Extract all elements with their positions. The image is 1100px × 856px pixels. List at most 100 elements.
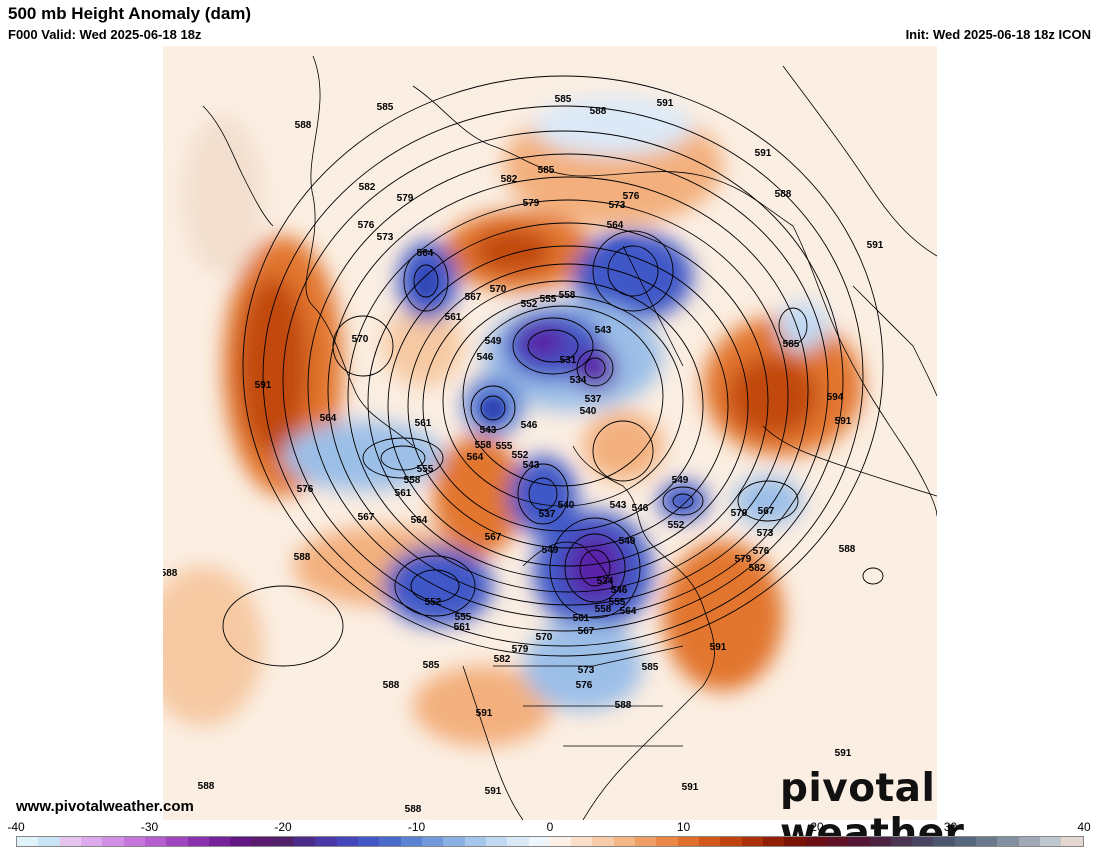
contour-label: 573 xyxy=(757,528,774,539)
contour-label: 555 xyxy=(455,612,472,623)
colorbar-swatch xyxy=(400,837,422,846)
colorbar-tick-label: 0 xyxy=(546,820,554,834)
contour-label: 555 xyxy=(417,464,434,475)
contour-label: 549 xyxy=(672,475,689,486)
colorbar-swatch xyxy=(656,837,678,846)
colorbar-swatch xyxy=(443,837,465,846)
contour-label: 564 xyxy=(320,413,337,424)
contour-label: 534 xyxy=(597,576,614,587)
colorbar-swatch xyxy=(315,837,337,846)
contour-label: 591 xyxy=(835,416,852,427)
colorbar-swatch xyxy=(762,837,785,846)
colorbar-tick-label: -10 xyxy=(407,820,426,834)
contour-label: 558 xyxy=(595,604,612,615)
colorbar-swatch xyxy=(272,837,295,846)
contour-label: 552 xyxy=(521,299,538,310)
colorbar-swatch xyxy=(592,837,614,846)
contour-label: 558 xyxy=(404,475,421,486)
colorbar-swatch xyxy=(933,837,955,846)
contour-label: 570 xyxy=(731,508,748,519)
contour-label: 567 xyxy=(485,532,502,543)
contour-label: 582 xyxy=(494,654,511,665)
colorbar-swatch xyxy=(336,837,358,846)
contour-label: 570 xyxy=(490,284,507,295)
colorbar-tick-label: 10 xyxy=(676,820,691,834)
contour-label: 576 xyxy=(297,484,314,495)
colorbar-swatch xyxy=(59,837,81,846)
contour-label: 543 xyxy=(480,425,497,436)
contour-label: 585 xyxy=(642,662,659,673)
colorbar-swatch xyxy=(613,837,636,846)
colorbar-swatch xyxy=(507,837,529,846)
contour-label: 570 xyxy=(352,334,369,345)
colorbar-swatch xyxy=(358,837,380,846)
contour-label: 567 xyxy=(758,506,775,517)
colorbar-swatch xyxy=(208,837,231,846)
contour-label: 558 xyxy=(559,290,576,301)
contour-label: 588 xyxy=(383,680,400,691)
chart-title: 500 mb Height Anomaly (dam) xyxy=(8,4,252,23)
contour-label: 588 xyxy=(775,189,792,200)
colorbar-swatch xyxy=(379,837,401,846)
contour-label: 537 xyxy=(539,509,556,520)
colorbar xyxy=(16,836,1084,847)
colorbar-swatch xyxy=(848,837,870,846)
contour-label: 540 xyxy=(580,406,597,417)
contour-label: 549 xyxy=(485,336,502,347)
coastlines xyxy=(202,55,937,820)
contour-label: 588 xyxy=(839,544,856,555)
contour-label: 591 xyxy=(755,148,772,159)
contour-label: 591 xyxy=(710,642,727,653)
colorbar-swatch xyxy=(571,837,593,846)
contour-label: 585 xyxy=(377,102,394,113)
colorbar-swatch xyxy=(80,837,103,846)
contour-label: 591 xyxy=(476,708,493,719)
contour-label: 561 xyxy=(445,312,462,323)
colorbar-tick-label: -20 xyxy=(274,820,292,834)
contour-label: 585 xyxy=(555,94,572,105)
contour-label: 564 xyxy=(607,220,624,231)
colorbar-swatch xyxy=(102,837,124,846)
contour-label: 540 xyxy=(558,500,575,511)
colorbar-swatch xyxy=(17,837,39,846)
contour-label: 588 xyxy=(590,106,607,117)
colorbar-swatch xyxy=(251,837,273,846)
contour-label: 567 xyxy=(465,292,482,303)
website-link[interactable]: www.pivotalweather.com xyxy=(16,798,194,815)
colorbar-swatch xyxy=(421,837,444,846)
colorbar-tick-label: 20 xyxy=(810,820,824,834)
anomaly-map[interactable]: 585 585 591 588 588 591 582 579 582 585 579 576 573 5… xyxy=(163,46,937,820)
contour-label: 549 xyxy=(542,545,559,556)
contour-label: 558 xyxy=(475,440,492,451)
colorbar-swatch xyxy=(699,837,721,846)
contour-label: 579 xyxy=(397,193,414,204)
contour-label: 567 xyxy=(578,626,595,637)
contour-label: 588 xyxy=(163,568,178,579)
contour-label: 561 xyxy=(573,613,590,624)
contour-label: 561 xyxy=(454,622,471,633)
contour-label: 546 xyxy=(521,420,538,431)
contour-label: 576 xyxy=(623,191,640,202)
contour-label: 588 xyxy=(405,804,422,815)
contour-label: 555 xyxy=(540,294,557,305)
colorbar-swatch xyxy=(464,837,486,846)
contour-label: 585 xyxy=(423,660,440,671)
contour-label: 591 xyxy=(657,98,674,109)
contour-label: 591 xyxy=(835,748,852,759)
contour-label: 582 xyxy=(749,563,766,574)
contour-label: 546 xyxy=(477,352,494,363)
contour-label: 582 xyxy=(359,182,376,193)
contour-label: 555 xyxy=(496,441,513,452)
contour-label: 564 xyxy=(417,248,434,259)
contour-label: 552 xyxy=(668,520,685,531)
contour-label: 588 xyxy=(294,552,311,563)
colorbar-swatch xyxy=(230,837,252,846)
contour-label: 576 xyxy=(358,220,375,231)
init-time: Init: Wed 2025-06-18 18z ICON xyxy=(905,27,1091,42)
contour-label: 570 xyxy=(536,632,553,643)
contour-label: 546 xyxy=(611,585,628,596)
contour-label: 579 xyxy=(512,644,529,655)
colorbar-swatch xyxy=(869,837,891,846)
colorbar-tick-label: -40 xyxy=(7,820,25,834)
